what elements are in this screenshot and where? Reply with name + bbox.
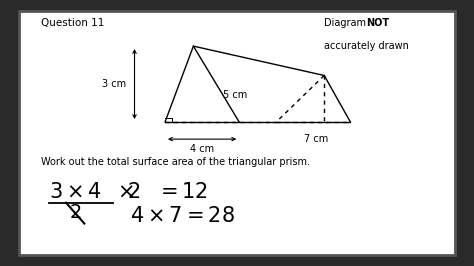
- Text: 3 cm: 3 cm: [102, 79, 126, 89]
- Text: $2$: $2$: [69, 203, 82, 222]
- Text: Work out the total surface area of the triangular prism.: Work out the total surface area of the t…: [41, 157, 310, 168]
- Text: accurately drawn: accurately drawn: [324, 41, 409, 51]
- Text: $3\times4$: $3\times4$: [49, 182, 102, 202]
- Text: Question 11: Question 11: [41, 18, 104, 28]
- Text: 5 cm: 5 cm: [223, 90, 247, 100]
- Text: $\times\!\!\mathit{2}$: $\times\!\!\mathit{2}$: [117, 182, 141, 202]
- Text: NOT: NOT: [365, 18, 389, 28]
- Text: 7 cm: 7 cm: [303, 134, 328, 144]
- Text: $4\times7=28$: $4\times7=28$: [130, 206, 235, 226]
- Text: 4 cm: 4 cm: [190, 144, 214, 154]
- Text: $= 12$: $= 12$: [156, 182, 209, 202]
- Text: Diagram: Diagram: [324, 18, 369, 28]
